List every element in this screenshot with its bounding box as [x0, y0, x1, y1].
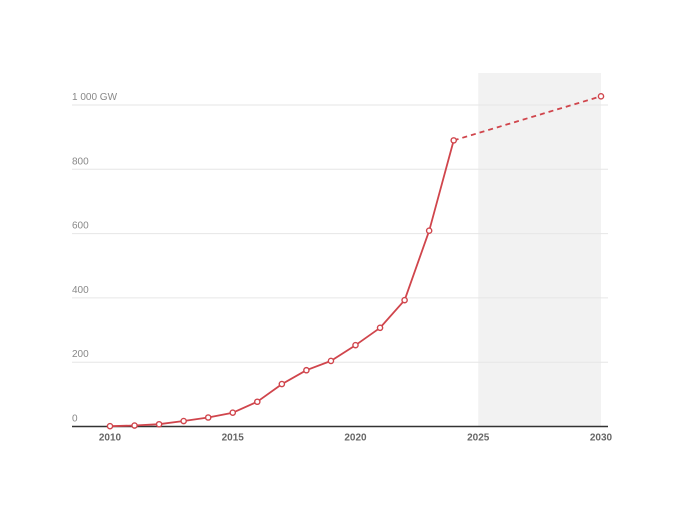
x-tick-label: 2015 [222, 433, 245, 444]
data-point [106, 422, 114, 430]
projection-line [453, 95, 602, 142]
x-tick-labels: 2010 2015 2020 2025 2030 [99, 433, 613, 444]
y-tick-label: 1 000 GW [72, 92, 118, 103]
x-tick-label: 2025 [467, 433, 490, 444]
data-point [131, 422, 138, 429]
data-point [155, 420, 163, 428]
series-layer [106, 93, 605, 430]
data-point [425, 227, 433, 235]
grid-layer [72, 104, 608, 363]
x-tick-label: 2020 [344, 433, 367, 444]
data-point [376, 324, 384, 332]
data-point [597, 93, 605, 100]
data-point [253, 398, 261, 406]
data-point [327, 357, 335, 365]
data-point [204, 414, 212, 421]
x-tick-label: 2010 [99, 433, 122, 444]
projection-band [478, 73, 601, 427]
data-point [352, 341, 359, 349]
projection-band-layer [478, 73, 601, 427]
data-point [278, 380, 286, 388]
y-tick-label: 200 [72, 349, 89, 360]
y-tick-label: 400 [72, 285, 89, 296]
y-tick-label: 800 [72, 156, 89, 167]
y-tick-labels: 0 200 400 600 800 1 000 GW [72, 92, 118, 425]
x-tick-label: 2030 [590, 433, 613, 444]
data-point [303, 366, 310, 374]
data-point [401, 296, 408, 304]
data-point [180, 417, 187, 425]
data-point [450, 137, 458, 144]
y-tick-label: 600 [72, 221, 89, 232]
data-point [229, 409, 237, 416]
y-tick-label: 0 [72, 414, 78, 425]
